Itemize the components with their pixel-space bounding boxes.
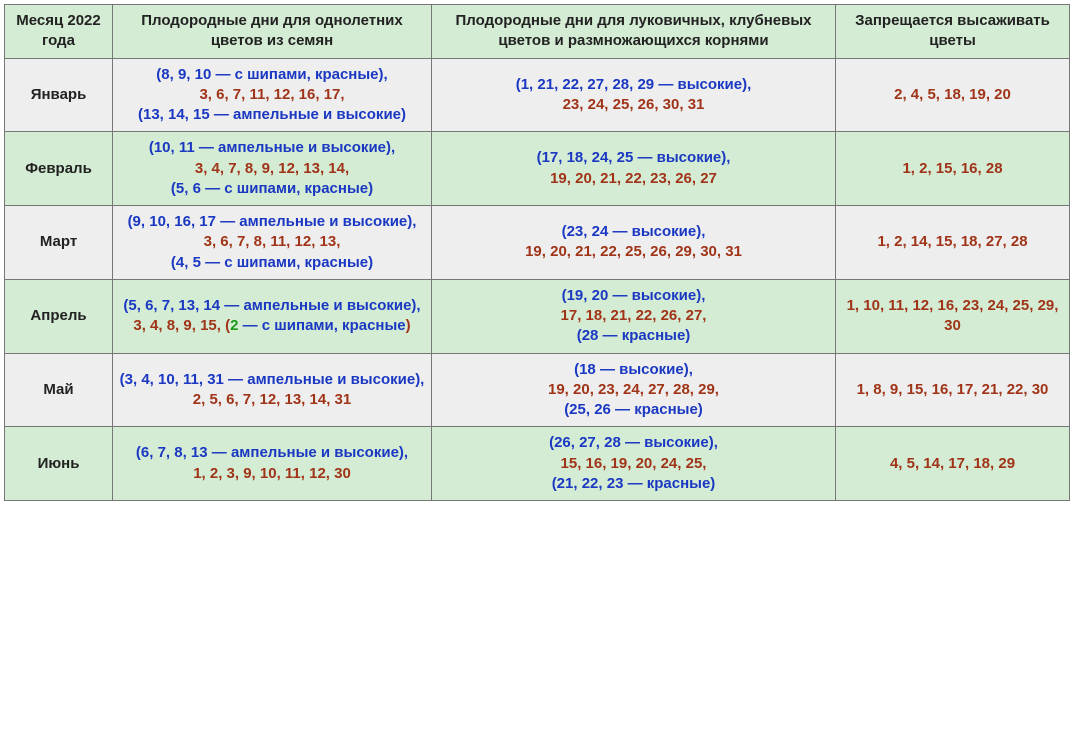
segment-brown: 19, 20, 23, 24, 27, 28, 29, bbox=[548, 381, 719, 398]
prohibited-cell: 2, 4, 5, 18, 19, 20 bbox=[836, 58, 1070, 132]
planting-calendar-table: Месяц 2022 годаПлодородные дни для однол… bbox=[4, 4, 1070, 501]
segment-brown: 3, 4, 8, 9, 15, ( bbox=[133, 317, 230, 334]
bulbs-cell: (26, 27, 28 — высокие), 15, 16, 19, 20, 2… bbox=[432, 427, 836, 501]
prohibited-cell: 1, 10, 11, 12, 16, 23, 24, 25, 29, 30 bbox=[836, 279, 1070, 353]
bulbs-cell: (23, 24 — высокие), 19, 20, 21, 22, 25, 2… bbox=[432, 206, 836, 280]
table-row: Май (3, 4, 10, 11, 31 — ампельные и высок… bbox=[5, 353, 1070, 427]
segment-brown: 3, 6, 7, 8, 11, 12, 13, bbox=[204, 233, 341, 250]
table-row: Январь (8, 9, 10 — с шипами, красные), 3, … bbox=[5, 58, 1070, 132]
segment-brown: 1, 2, 3, 9, 10, 11, 12, 30 bbox=[193, 465, 351, 482]
bulbs-cell: (17, 18, 24, 25 — высокие), 19, 20, 21, 2… bbox=[432, 132, 836, 206]
month-cell: Май bbox=[5, 353, 113, 427]
segment-blue: (8, 9, 10 — с шипами, красные), bbox=[156, 66, 387, 83]
segment-blue: (17, 18, 24, 25 — высокие), bbox=[537, 149, 731, 166]
table-row: Апрель(5, 6, 7, 13, 14 — ампельные и выс… bbox=[5, 279, 1070, 353]
table-row: Февраль (10, 11 — ампельные и высокие), 3,… bbox=[5, 132, 1070, 206]
prohibited-cell: 1, 2, 15, 16, 28 bbox=[836, 132, 1070, 206]
header-col-1: Плодородные дни для однолетних цветов из… bbox=[113, 5, 432, 59]
table-row: Март(9, 10, 16, 17 — ампельные и высокие… bbox=[5, 206, 1070, 280]
segment-blue: (28 — красные) bbox=[577, 327, 691, 344]
segment-blue: (1, 21, 22, 27, 28, 29 — высокие), bbox=[516, 76, 752, 93]
segment-blue: (3, 4, 10, 11, 31 — ампельные и высокие)… bbox=[120, 371, 425, 388]
segment-blue: (13, 14, 15 — ампельные и высокие) bbox=[138, 106, 406, 123]
segment-brown: 19, 20, 21, 22, 25, 26, 29, 30, 31 bbox=[525, 243, 742, 260]
header-col-3: Запрещается высаживать цветы bbox=[836, 5, 1070, 59]
segment-blue: (26, 27, 28 — высокие), bbox=[549, 434, 718, 451]
segment-blue: (6, 7, 8, 13 — ампельные и высокие), bbox=[136, 444, 408, 461]
segment-blue: — с шипами, красные bbox=[238, 317, 405, 334]
segment-blue: (25, 26 — красные) bbox=[564, 401, 703, 418]
annuals-cell: (5, 6, 7, 13, 14 — ампельные и высокие),… bbox=[113, 279, 432, 353]
month-cell: Апрель bbox=[5, 279, 113, 353]
segment-brown: 3, 6, 7, 11, 12, 16, 17, bbox=[199, 86, 344, 103]
segment-blue: (21, 22, 23 — красные) bbox=[552, 475, 716, 492]
segment-blue: (10, 11 — ампельные и высокие), bbox=[149, 139, 395, 156]
prohibited-cell: 4, 5, 14, 17, 18, 29 bbox=[836, 427, 1070, 501]
bulbs-cell: (18 — высокие), 19, 20, 23, 24, 27, 28, 2… bbox=[432, 353, 836, 427]
annuals-cell: (3, 4, 10, 11, 31 — ампельные и высокие)… bbox=[113, 353, 432, 427]
annuals-cell: (8, 9, 10 — с шипами, красные), 3, 6, 7, … bbox=[113, 58, 432, 132]
prohibited-cell: 1, 2, 14, 15, 18, 27, 28 bbox=[836, 206, 1070, 280]
header-col-2: Плодородные дни для луковичных, клубневы… bbox=[432, 5, 836, 59]
annuals-cell: (6, 7, 8, 13 — ампельные и высокие), 1, 2… bbox=[113, 427, 432, 501]
annuals-cell: (9, 10, 16, 17 — ампельные и высокие), 3,… bbox=[113, 206, 432, 280]
segment-blue: (18 — высокие), bbox=[574, 361, 693, 378]
segment-blue: (5, 6, 7, 13, 14 — ампельные и высокие), bbox=[123, 297, 420, 314]
segment-brown: 15, 16, 19, 20, 24, 25, bbox=[561, 455, 707, 472]
prohibited-cell: 1, 8, 9, 15, 16, 17, 21, 22, 30 bbox=[836, 353, 1070, 427]
segment-blue: (4, 5 — с шипами, красные) bbox=[171, 254, 373, 271]
segment-blue: (23, 24 — высокие), bbox=[562, 223, 706, 240]
segment-brown: 19, 20, 21, 22, 23, 26, 27 bbox=[550, 170, 717, 187]
month-cell: Январь bbox=[5, 58, 113, 132]
segment-blue: (9, 10, 16, 17 — ампельные и высокие), bbox=[128, 213, 417, 230]
segment-brown: 17, 18, 21, 22, 26, 27, bbox=[561, 307, 707, 324]
month-cell: Март bbox=[5, 206, 113, 280]
segment-blue: (19, 20 — высокие), bbox=[562, 287, 706, 304]
month-cell: Февраль bbox=[5, 132, 113, 206]
header-row: Месяц 2022 годаПлодородные дни для однол… bbox=[5, 5, 1070, 59]
annuals-cell: (10, 11 — ампельные и высокие), 3, 4, 7, … bbox=[113, 132, 432, 206]
table-row: Июнь(6, 7, 8, 13 — ампельные и высокие),… bbox=[5, 427, 1070, 501]
segment-brown: ) bbox=[406, 317, 411, 334]
bulbs-cell: (19, 20 — высокие), 17, 18, 21, 22, 26, 2… bbox=[432, 279, 836, 353]
header-col-0: Месяц 2022 года bbox=[5, 5, 113, 59]
segment-brown: 2, 5, 6, 7, 12, 13, 14, 31 bbox=[193, 391, 351, 408]
segment-brown: 3, 4, 7, 8, 9, 12, 13, 14, bbox=[195, 160, 349, 177]
segment-brown: 23, 24, 25, 26, 30, 31 bbox=[563, 96, 705, 113]
month-cell: Июнь bbox=[5, 427, 113, 501]
bulbs-cell: (1, 21, 22, 27, 28, 29 — высокие), 23, 24… bbox=[432, 58, 836, 132]
segment-blue: (5, 6 — с шипами, красные) bbox=[171, 180, 373, 197]
